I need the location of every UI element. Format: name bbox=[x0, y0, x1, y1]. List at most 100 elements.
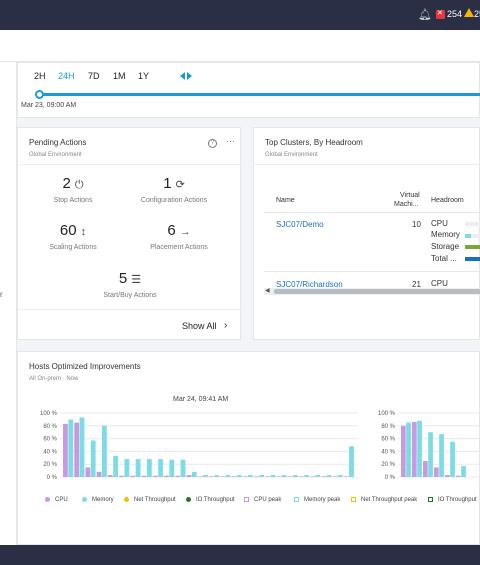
warning-alert-icon[interactable] bbox=[464, 8, 474, 17]
legend-item-cpu[interactable]: CPU bbox=[45, 497, 68, 503]
bottom-bar bbox=[0, 545, 480, 565]
bar-cpu bbox=[434, 467, 439, 477]
bar-memory bbox=[428, 432, 433, 477]
critical-count[interactable]: 254 bbox=[447, 9, 463, 19]
bar-memory bbox=[417, 420, 422, 477]
help-icon[interactable]: ? bbox=[208, 139, 217, 148]
bar-memory bbox=[90, 440, 96, 477]
bar-memory bbox=[102, 425, 107, 477]
header-bar bbox=[0, 30, 480, 62]
column-header-headroom[interactable]: Headroom bbox=[431, 197, 464, 204]
bar-memory bbox=[191, 471, 197, 477]
legend-item-io-throughput-peak[interactable]: IO Throughput bbox=[428, 497, 477, 503]
bar-memory bbox=[292, 475, 298, 477]
legend-item-memory[interactable]: Memory bbox=[82, 497, 114, 503]
scroll-left-icon[interactable]: ◀ bbox=[265, 288, 270, 294]
bar-cpu bbox=[310, 476, 315, 477]
bar-memory bbox=[225, 475, 231, 477]
y-tick-label: 20 % bbox=[43, 462, 57, 468]
card-title: Hosts Optimized Improvements bbox=[29, 362, 141, 371]
legend-item-io-throughput[interactable]: IO Throughput bbox=[186, 497, 235, 503]
scrollbar-thumb[interactable] bbox=[274, 289, 480, 294]
bar-cpu bbox=[242, 476, 248, 477]
playback-icon[interactable] bbox=[180, 71, 192, 81]
bar-cpu bbox=[119, 475, 124, 477]
legend-item-net-throughput[interactable]: Net Throughput bbox=[124, 497, 176, 503]
divider bbox=[18, 309, 242, 310]
bar-cpu bbox=[130, 475, 136, 477]
top-clusters-card: Top Clusters, By Headroom Global Environ… bbox=[253, 127, 480, 340]
configuration-actions[interactable]: 1 ⟳ Configuration Actions bbox=[124, 175, 224, 205]
bar-memory bbox=[146, 459, 152, 477]
bar-cpu bbox=[401, 425, 406, 477]
more-options-icon[interactable]: ··· bbox=[226, 136, 235, 146]
timeline-date: Mar 23, 09:00 AM bbox=[21, 102, 77, 109]
power-icon: ⏻ bbox=[74, 179, 84, 191]
y-tick-label: 80 % bbox=[43, 424, 57, 430]
bar-memory bbox=[270, 475, 276, 477]
critical-alert-icon[interactable] bbox=[436, 9, 445, 19]
bar-cpu bbox=[276, 476, 282, 477]
column-header-name[interactable]: Name bbox=[276, 197, 295, 204]
hosts-bar-chart: 100 % 80 % 60 % 40 % 20 % 0 % bbox=[40, 411, 358, 481]
cluster-vm-count: 21 bbox=[412, 280, 421, 289]
divider bbox=[264, 271, 480, 272]
configuration-actions-count: 1 bbox=[163, 175, 172, 192]
legend-item-memory-peak[interactable]: Memory peak bbox=[294, 497, 340, 503]
show-all-link[interactable]: Show All bbox=[182, 321, 217, 331]
y-tick-label: 60 % bbox=[43, 437, 57, 443]
cluster-name-link[interactable]: SJC07/Richardson bbox=[276, 280, 343, 289]
scaling-actions[interactable]: 60 ↕ Scaling Actions bbox=[23, 222, 123, 252]
column-header-vms[interactable]: Virtual bbox=[400, 192, 420, 199]
bar-cpu bbox=[445, 475, 450, 477]
bar-cpu bbox=[186, 475, 192, 477]
range-24h-button[interactable]: 24H bbox=[58, 71, 75, 81]
bar-memory bbox=[461, 466, 466, 477]
card-title: Top Clusters, By Headroom bbox=[265, 138, 363, 147]
bar-memory bbox=[203, 475, 208, 477]
bar-cpu bbox=[298, 476, 304, 477]
chevron-right-icon[interactable]: › bbox=[224, 320, 228, 331]
scaling-actions-count: 60 bbox=[59, 222, 77, 239]
start-buy-actions-label: Start/Buy Actions bbox=[103, 292, 157, 299]
placement-actions[interactable]: 6 → Placement Actions bbox=[129, 223, 229, 252]
bar-memory bbox=[169, 459, 175, 477]
chart-title: Mar 24, 09:41 AM bbox=[173, 396, 229, 403]
bar-cpu bbox=[265, 476, 270, 477]
bar-cpu bbox=[287, 476, 293, 477]
headroom-label: CPU bbox=[431, 219, 448, 228]
bar-memory bbox=[68, 419, 74, 477]
y-tick-label: 100 % bbox=[40, 411, 58, 417]
bar-memory bbox=[113, 455, 119, 477]
divider bbox=[18, 164, 242, 165]
range-2h-button[interactable]: 2H bbox=[34, 71, 46, 81]
placement-actions-label: Placement Actions bbox=[150, 244, 208, 251]
range-7d-button[interactable]: 7D bbox=[88, 71, 100, 81]
warning-count[interactable]: 25 bbox=[474, 9, 480, 19]
headroom-label: CPU bbox=[431, 279, 448, 288]
bell-icon[interactable]: 🔔︎ bbox=[418, 9, 432, 21]
horizontal-scrollbar[interactable]: ◀ bbox=[264, 288, 480, 295]
y-tick-label: 100 % bbox=[378, 411, 396, 417]
stop-actions-count: 2 bbox=[62, 175, 71, 192]
legend-item-net-throughput-peak[interactable]: Net Throughput peak bbox=[351, 497, 417, 503]
storage-bar bbox=[465, 245, 480, 249]
cluster-name-link[interactable]: SJC07/Demo bbox=[276, 220, 324, 229]
range-1m-button[interactable]: 1M bbox=[113, 71, 126, 81]
legend-item-cpu-peak[interactable]: CPU peak bbox=[244, 497, 281, 503]
bar-cpu bbox=[209, 476, 214, 477]
bar-cpu bbox=[231, 476, 237, 477]
left-panel: r bbox=[0, 62, 17, 545]
bar-cpu bbox=[164, 475, 169, 477]
start-buy-actions[interactable]: 5 ☰ Start/Buy Actions bbox=[80, 271, 180, 300]
scaling-actions-label: Scaling Actions bbox=[49, 244, 97, 251]
timeline-handle[interactable] bbox=[35, 90, 44, 99]
bar-memory bbox=[349, 446, 354, 477]
range-1y-button[interactable]: 1Y bbox=[138, 71, 150, 81]
configuration-actions-label: Configuration Actions bbox=[140, 197, 208, 204]
stop-actions[interactable]: 2 ⏻ Stop Actions bbox=[23, 175, 123, 205]
headroom-label: Total ... bbox=[431, 254, 457, 263]
total-bar bbox=[465, 257, 480, 261]
bar-memory bbox=[326, 475, 332, 477]
timeline-track[interactable] bbox=[40, 93, 480, 96]
